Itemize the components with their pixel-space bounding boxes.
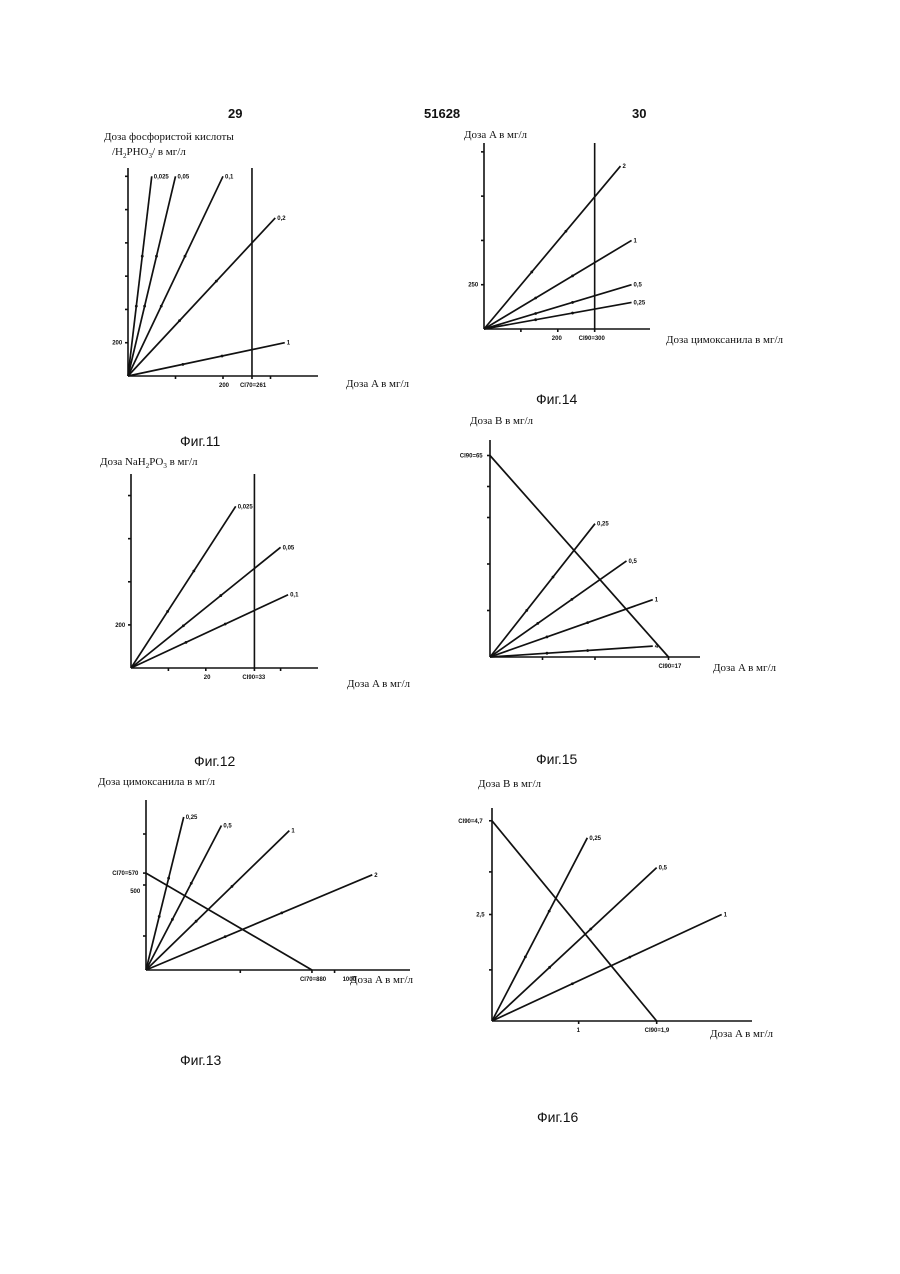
series-line-0 — [492, 838, 587, 1021]
series-point — [548, 966, 551, 969]
series-point — [548, 910, 551, 913]
series-point — [571, 982, 574, 985]
patent-page: 29 51628 30 Доза фосфористой кислоты /H2… — [0, 0, 900, 1274]
x-tick-label: CI90=1,9 — [645, 1028, 670, 1034]
series-point — [589, 928, 592, 931]
series-line-2 — [492, 915, 722, 1022]
fig16-xlabel: Доза A в мг/л — [710, 1028, 773, 1040]
series-point — [628, 956, 631, 959]
isobole-line — [492, 821, 657, 1021]
fig16-chart: 1 CI90=1,9 CI90=4,7 2,5 0,25 0,5 1 — [0, 0, 900, 1274]
series-line-1 — [492, 868, 657, 1021]
x-tick-label: 1 — [577, 1028, 581, 1034]
fig16-caption: Фиг.16 — [537, 1109, 578, 1125]
y-tick-label: CI90=4,7 — [458, 819, 483, 825]
series-label-2: 1 — [724, 913, 728, 919]
series-label-1: 0,5 — [659, 866, 668, 872]
series-point — [524, 955, 527, 958]
y-tick-label: 2,5 — [476, 913, 485, 919]
series-label-0: 0,25 — [589, 836, 601, 842]
